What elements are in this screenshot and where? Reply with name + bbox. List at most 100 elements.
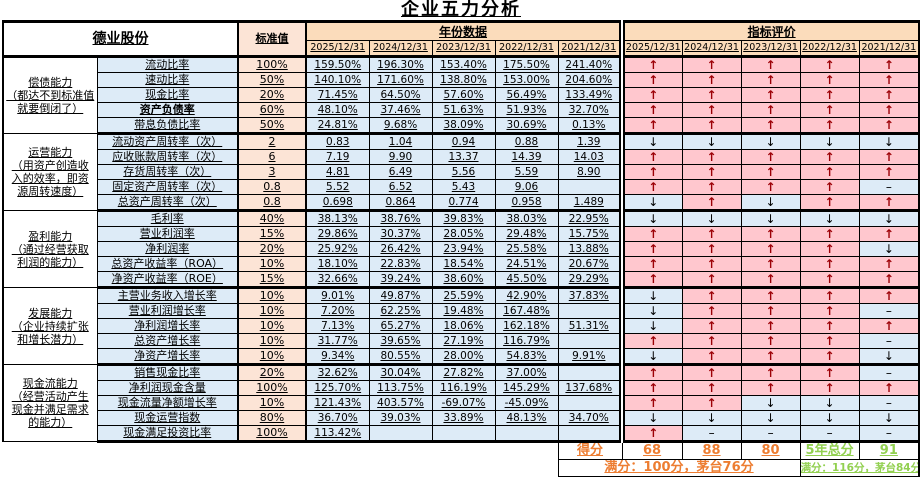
metric-row: 营业利润增长率 10% 7.20% 62.25% 19.48% 167.48% ↓ ↑ ↑ ↑ – <box>3 303 921 319</box>
metric-row: 运营能力 （用资产创造收 入的效率，即资 源周转速度） 流动资产周转率（次） 2 0.… <box>2 133 921 211</box>
data-value-cell: 38.03% <box>494 210 559 227</box>
metric-row: 总资产收益率（ROA） 10% 18.10% 22.83% 18.54% 24.51% 20… <box>3 256 921 272</box>
data-value-cell: 27.19% <box>431 333 496 349</box>
up-arrow-icon: ↑ <box>619 425 683 443</box>
up-arrow-icon: ↑ <box>858 149 921 165</box>
metric-name-cell: 固定资产周转率（次） <box>96 179 239 195</box>
metric-name-cell: 总资产增长率 <box>96 333 239 349</box>
down-arrow-icon: ↓ <box>619 194 683 212</box>
metric-row: 净资产收益率（ROE） 15% 32.66% 39.24% 38.60% 45.50% 29… <box>3 271 921 289</box>
data-value-cell: -69.07% <box>431 395 496 411</box>
dash-icon: – <box>799 425 860 443</box>
metric-row: 应收账款周转率（次） 6 7.19 9.90 13.37 14.39 14.03 ↑ ↑ ↑ ↑ ↑ <box>3 149 921 165</box>
up-arrow-icon: ↑ <box>799 256 860 272</box>
data-value-cell: 241.40% <box>557 56 623 73</box>
up-arrow-icon: ↑ <box>619 241 683 257</box>
category-cell: 发展能力 （企业持续扩张 和增长潜力） <box>2 287 98 365</box>
up-arrow-icon: ↑ <box>740 271 801 289</box>
up-arrow-icon: ↑ <box>619 72 683 88</box>
up-arrow-icon: ↑ <box>799 117 860 135</box>
standard-value-cell: 20% <box>237 241 307 257</box>
down-arrow-icon: ↓ <box>681 133 742 150</box>
data-value-cell: 38.09% <box>431 117 496 135</box>
up-arrow-icon: ↑ <box>799 333 860 349</box>
dash-icon: – <box>858 425 921 443</box>
up-arrow-icon: ↑ <box>799 87 860 103</box>
data-value-cell: 27.82% <box>431 364 496 381</box>
up-arrow-icon: ↑ <box>619 179 683 195</box>
up-arrow-icon: ↑ <box>740 318 801 334</box>
data-value-cell: 39.24% <box>368 271 433 289</box>
data-value-cell: 28.05% <box>431 226 496 242</box>
data-value-cell: 39.83% <box>431 210 496 227</box>
up-arrow-icon: ↑ <box>619 87 683 103</box>
up-arrow-icon: ↑ <box>740 380 801 396</box>
metric-name-cell: 现金运营指数 <box>96 410 239 426</box>
down-arrow-icon: ↓ <box>799 410 860 426</box>
data-value-cell: 153.00% <box>494 72 559 88</box>
data-value-cell: 65.27% <box>368 318 433 334</box>
score-label: 得分 <box>557 441 623 460</box>
metric-name-cell: 净利润现金含量 <box>96 380 239 396</box>
data-value-cell: 57.60% <box>431 87 496 103</box>
standard-value-cell: 10% <box>237 303 307 319</box>
up-arrow-icon: ↑ <box>681 164 742 180</box>
up-arrow-icon: ↑ <box>681 179 742 195</box>
down-arrow-icon: ↓ <box>740 395 801 411</box>
up-arrow-icon: ↑ <box>799 194 860 212</box>
page-title: 企业五力分析 <box>401 0 521 20</box>
metric-name-cell: 主营业务收入增长率 <box>96 287 239 304</box>
up-arrow-icon: ↑ <box>858 72 921 88</box>
data-value-cell: 0.698 <box>305 194 370 212</box>
up-arrow-icon: ↑ <box>799 364 860 381</box>
metric-row: 盈利能力 （通过经营获取 利润的能力） 毛利率 40% 38.13% 38.76% 39.… <box>2 210 921 288</box>
company-name-header: 德业股份 <box>2 20 239 58</box>
standard-value-cell: 10% <box>237 395 307 411</box>
data-value-cell: 5.43 <box>431 179 496 195</box>
score-value-2023: 80 <box>740 441 801 460</box>
data-value-cell: 25.92% <box>305 241 370 257</box>
data-value-cell: -45.09% <box>494 395 559 411</box>
up-arrow-icon: ↑ <box>799 318 860 334</box>
metric-row: 现金流能力 （经营活动产生 现金并满足需求 的能力） 销售现金比率 20% 32.62… <box>2 364 921 442</box>
standard-value-cell: 40% <box>237 210 307 227</box>
metric-name-cell: 营业利润率 <box>96 226 239 242</box>
metric-row: 总资产周转率（次） 0.8 0.698 0.864 0.774 0.958 1.489 ↓ ↑ ↓… <box>3 194 921 212</box>
up-arrow-icon: ↑ <box>799 72 860 88</box>
data-value-cell: 14.03 <box>557 149 623 165</box>
metric-name-cell: 流动资产周转率（次） <box>96 133 239 150</box>
down-arrow-icon: ↓ <box>619 303 683 319</box>
down-arrow-icon: ↓ <box>740 133 801 150</box>
up-arrow-icon: ↑ <box>799 271 860 289</box>
up-arrow-icon: ↑ <box>799 241 860 257</box>
eval-year-header: 2022/12/31 <box>799 40 860 58</box>
standard-value-cell: 10% <box>237 287 307 304</box>
data-value-cell: 9.68% <box>368 117 433 135</box>
data-year-header: 2024/12/31 <box>368 40 433 58</box>
data-value-cell: 9.91% <box>557 348 623 366</box>
data-value-cell: 0.83 <box>305 133 370 150</box>
data-value-cell: 18.54% <box>431 256 496 272</box>
metric-row: 现金流量净额增长率 10% 121.43% 403.57% -69.07% -45.09%… <box>3 395 921 411</box>
data-value-cell: 51.31% <box>557 318 623 334</box>
data-value-cell <box>557 364 623 381</box>
data-year-header: 2023/12/31 <box>431 40 496 58</box>
category-cell: 偿债能力 （都达不到标准值 就要倒闭了） <box>2 56 98 134</box>
up-arrow-icon: ↑ <box>681 87 742 103</box>
up-arrow-icon: ↑ <box>858 164 921 180</box>
up-arrow-icon: ↑ <box>799 164 860 180</box>
up-arrow-icon: ↑ <box>619 117 683 135</box>
five-forces-table: 德业股份 标准值 年份数据 指标评价 2025/12/31 2024/12/31… <box>2 20 921 477</box>
indicator-eval-group-header: 指标评价 <box>619 20 921 41</box>
metric-name-cell: 净资产收益率（ROE） <box>96 271 239 289</box>
data-value-cell: 51.93% <box>494 102 559 118</box>
data-year-header: 2021/12/31 <box>557 40 623 58</box>
metric-name-cell: 资产负债率 <box>96 102 239 118</box>
up-arrow-icon: ↑ <box>799 380 860 396</box>
standard-value-cell: 100% <box>237 380 307 396</box>
metric-row: 带息负债比率 50% 24.81% 9.68% 38.09% 30.69% 0.13% ↑ ↑ ↑… <box>3 117 921 135</box>
data-value-cell: 1.489 <box>557 194 623 212</box>
data-value-cell: 71.45% <box>305 87 370 103</box>
down-arrow-icon: ↓ <box>619 133 683 150</box>
data-value-cell: 167.48% <box>494 303 559 319</box>
